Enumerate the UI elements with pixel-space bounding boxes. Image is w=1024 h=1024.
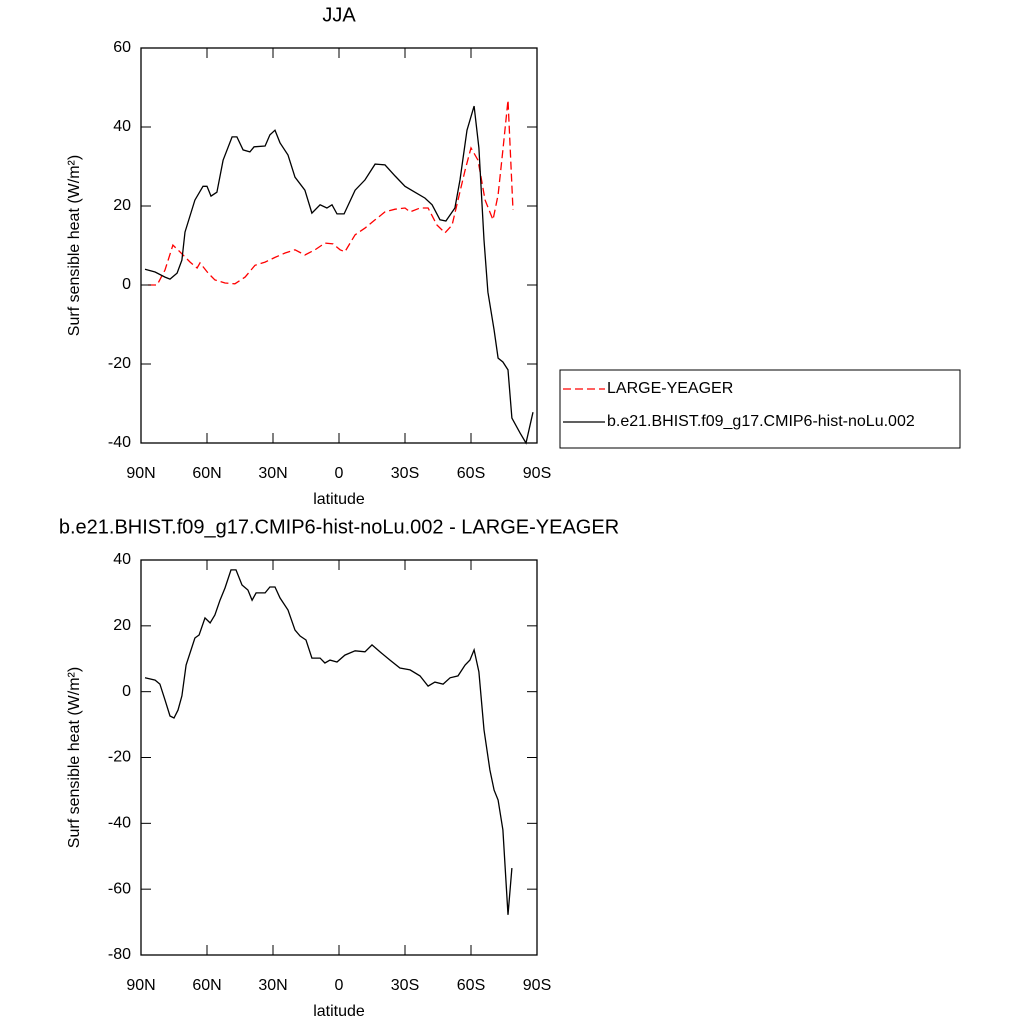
x-tick-label: 90S xyxy=(523,465,551,482)
chart-title: b.e21.BHIST.f09_g17.CMIP6-hist-noLu.002 … xyxy=(59,516,619,538)
chart-title: JJA xyxy=(322,4,356,26)
x-tick-label: 30N xyxy=(258,977,287,994)
y-tick-label: -40 xyxy=(108,815,131,832)
x-tick-label: 90N xyxy=(126,465,155,482)
x-tick-label: 60S xyxy=(457,977,485,994)
plot-frame xyxy=(140,559,538,956)
y-axis-label: Surf sensible heat (W/m²) xyxy=(66,155,83,336)
plot-frame xyxy=(140,47,538,444)
x-axis-label: latitude xyxy=(313,1003,365,1020)
x-tick-label: 30S xyxy=(391,465,419,482)
y-tick-label: 20 xyxy=(113,197,131,214)
y-tick-label: 40 xyxy=(113,551,131,568)
x-tick-label: 0 xyxy=(335,977,344,994)
x-tick-label: 30S xyxy=(391,977,419,994)
x-tick-label: 60N xyxy=(192,977,221,994)
y-tick-label: 20 xyxy=(113,617,131,634)
legend-box xyxy=(559,369,961,449)
data-line xyxy=(144,569,513,915)
x-tick-label: 0 xyxy=(335,465,344,482)
y-tick-label: 0 xyxy=(122,683,131,700)
y-tick-label: 40 xyxy=(113,118,131,135)
y-tick-label: -20 xyxy=(108,749,131,766)
data-line xyxy=(144,105,534,445)
x-tick-label: 60S xyxy=(457,465,485,482)
y-tick-label: 60 xyxy=(113,39,131,56)
x-tick-label: 90S xyxy=(523,977,551,994)
legend-label: LARGE-YEAGER xyxy=(607,380,733,397)
y-tick-label: -40 xyxy=(108,434,131,451)
y-tick-label: -80 xyxy=(108,946,131,963)
x-tick-label: 90N xyxy=(126,977,155,994)
y-tick-label: -20 xyxy=(108,355,131,372)
x-tick-label: 30N xyxy=(258,465,287,482)
x-axis-label: latitude xyxy=(313,491,365,508)
y-tick-label: -60 xyxy=(108,880,131,897)
y-axis-label: Surf sensible heat (W/m²) xyxy=(66,667,83,848)
legend-label: b.e21.BHIST.f09_g17.CMIP6-hist-noLu.002 xyxy=(607,413,915,430)
data-line xyxy=(148,100,514,286)
y-tick-label: 0 xyxy=(122,276,131,293)
x-tick-label: 60N xyxy=(192,465,221,482)
